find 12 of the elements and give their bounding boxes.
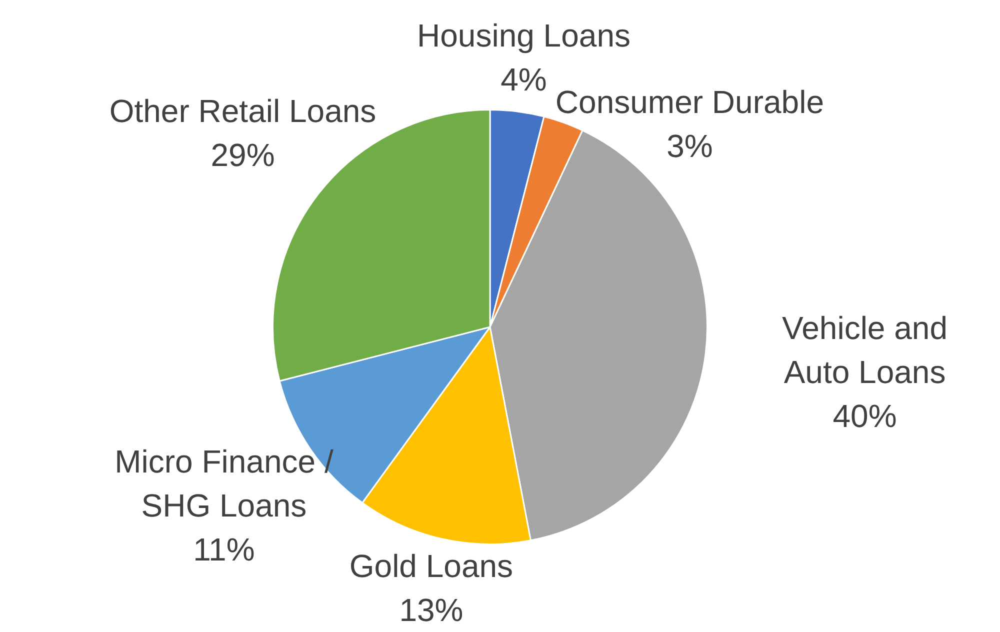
data-label: 3% bbox=[666, 128, 713, 164]
data-label: 11% bbox=[193, 532, 255, 568]
slice-label: Gold Loans bbox=[349, 548, 514, 584]
slice-label: Vehicle and Auto Loans bbox=[782, 310, 948, 390]
data-label: 29% bbox=[210, 137, 275, 174]
slice-label: Micro Finance / SHG Loans bbox=[114, 444, 334, 524]
slice-label: Housing Loans bbox=[417, 18, 630, 54]
slice-label: Consumer Durable bbox=[555, 84, 824, 120]
data-label: 4% bbox=[500, 62, 547, 98]
data-label: 40% bbox=[832, 398, 897, 434]
data-label: 13% bbox=[399, 592, 464, 628]
slice-label: Other Retail Loans bbox=[109, 93, 376, 130]
